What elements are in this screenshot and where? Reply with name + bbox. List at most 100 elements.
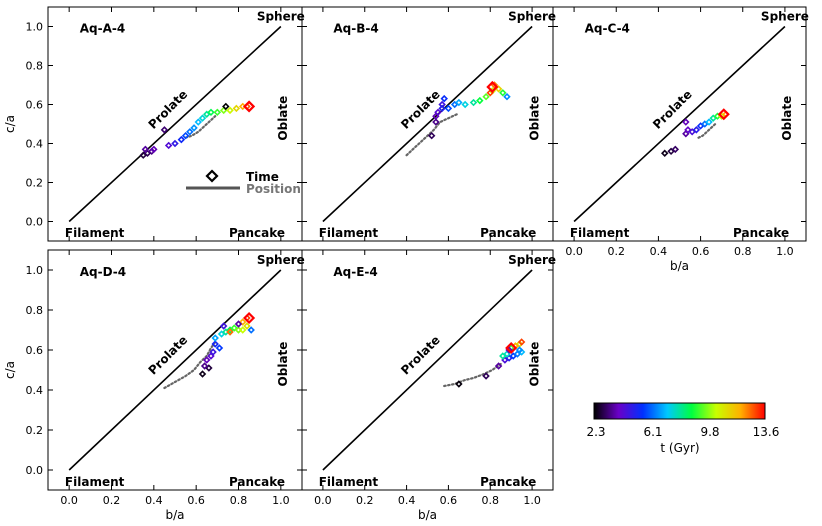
y-tick-label: 0.8 <box>26 304 44 317</box>
legend-position-label: Position <box>246 182 301 196</box>
time-point <box>160 126 169 134</box>
time-point <box>243 322 251 330</box>
sphere-label: Sphere <box>761 10 809 24</box>
time-point <box>705 118 713 126</box>
panel-title: Aq-C-4 <box>585 21 630 35</box>
time-point <box>438 104 446 113</box>
sphere-label: Sphere <box>257 10 305 24</box>
time-point <box>198 114 207 122</box>
time-point <box>211 334 219 342</box>
x-tick-label: 0.6 <box>440 494 458 507</box>
x-tick-label: 0.6 <box>692 245 710 258</box>
time-point <box>247 326 255 334</box>
time-point <box>499 89 507 97</box>
x-tick-label: 0.0 <box>60 494 78 507</box>
time-point <box>684 126 692 134</box>
colorbar-tick-label: 6.1 <box>643 425 662 439</box>
prolate-line <box>322 269 533 471</box>
x-tick-label: 0.8 <box>482 494 500 507</box>
filament-label: Filament <box>570 226 630 240</box>
time-point <box>226 106 234 115</box>
x-tick-label: 0.8 <box>734 245 752 258</box>
x-tick-label: 0.2 <box>608 245 626 258</box>
prolate-label: Prolate <box>146 87 191 132</box>
time-point <box>147 147 156 156</box>
sphere-label: Sphere <box>257 253 305 267</box>
filament-label: Filament <box>319 475 379 489</box>
time-point <box>215 344 224 352</box>
colorbar-scale <box>593 402 766 420</box>
time-point <box>455 380 463 388</box>
colorbar-tick-label: 13.6 <box>753 425 780 439</box>
y-tick-label: 0.4 <box>26 138 44 151</box>
x-tick-label: 0.0 <box>565 245 583 258</box>
y-tick-label: 0.0 <box>26 464 44 477</box>
x-tick-label: 0.4 <box>650 245 668 258</box>
x-tick-label: 1.0 <box>523 494 541 507</box>
time-point <box>232 104 241 113</box>
oblate-label: Oblate <box>276 342 290 387</box>
panel-frame <box>301 249 554 491</box>
time-point <box>230 324 238 332</box>
time-point <box>671 145 680 154</box>
oblate-label: Oblate <box>276 96 290 141</box>
x-tick-label: 0.4 <box>145 494 163 507</box>
time-point <box>177 135 186 144</box>
time-point <box>209 348 217 356</box>
legend-time-label: Time <box>246 170 279 184</box>
time-point <box>503 92 511 101</box>
time-point <box>494 362 503 370</box>
time-point <box>194 118 203 126</box>
colorbar-tick-label: 2.3 <box>586 425 605 439</box>
time-point <box>239 318 247 326</box>
time-point <box>164 141 173 150</box>
position-track <box>163 340 217 390</box>
prolate-label: Prolate <box>398 333 443 378</box>
final-time-point <box>486 80 499 94</box>
time-point <box>226 328 234 336</box>
panel-title: Aq-B-4 <box>333 21 378 35</box>
x-axis-label: b/a <box>165 508 184 522</box>
prolate-label: Prolate <box>146 333 191 378</box>
time-point <box>682 118 690 126</box>
colorbar-title: t (Gyr) <box>660 441 699 455</box>
pancake-label: Pancake <box>229 475 285 489</box>
x-tick-label: 0.6 <box>187 494 205 507</box>
legend: Time Position <box>186 169 301 196</box>
y-tick-label: 0.6 <box>26 99 44 112</box>
x-tick-label: 0.8 <box>230 494 248 507</box>
position-track <box>443 362 502 388</box>
position-track <box>184 115 217 139</box>
time-point <box>203 356 211 364</box>
final-time-point <box>505 341 518 355</box>
time-point <box>200 362 209 370</box>
time-point <box>661 149 669 157</box>
oblate-label: Oblate <box>527 96 541 141</box>
panel-title: Aq-E-4 <box>333 265 377 279</box>
x-tick-label: 1.0 <box>776 245 794 258</box>
time-point <box>171 139 179 148</box>
time-point <box>150 145 158 154</box>
time-point <box>427 131 436 140</box>
time-point <box>234 320 243 328</box>
y-tick-label: 0.6 <box>26 344 44 357</box>
x-axis-label: b/a <box>670 259 689 273</box>
panel-aq-d-4: 0.0 0.0 0.2 0.2 0.4 0.4 0.6 0.6 0.8 0.8 1.0 1.0 b/a c… <box>3 249 305 522</box>
y-tick-label: 0.4 <box>26 384 44 397</box>
filament-label: Filament <box>319 226 379 240</box>
time-point <box>211 340 219 348</box>
position-track <box>697 122 717 139</box>
time-point <box>186 128 194 136</box>
time-point <box>444 104 453 113</box>
y-tick-label: 0.2 <box>26 177 44 190</box>
time-point <box>692 126 701 134</box>
final-time-point <box>243 311 256 325</box>
time-point <box>190 124 198 132</box>
panel-aq-c-4: 0.0 0.2 0.4 0.6 0.8 1.0 b/a Sphere Filament Panca… <box>552 6 809 273</box>
pancake-label: Pancake <box>229 226 285 240</box>
final-time-point <box>243 100 256 113</box>
pancake-label: Pancake <box>480 226 536 240</box>
time-point <box>482 372 490 380</box>
time-point <box>476 96 484 105</box>
